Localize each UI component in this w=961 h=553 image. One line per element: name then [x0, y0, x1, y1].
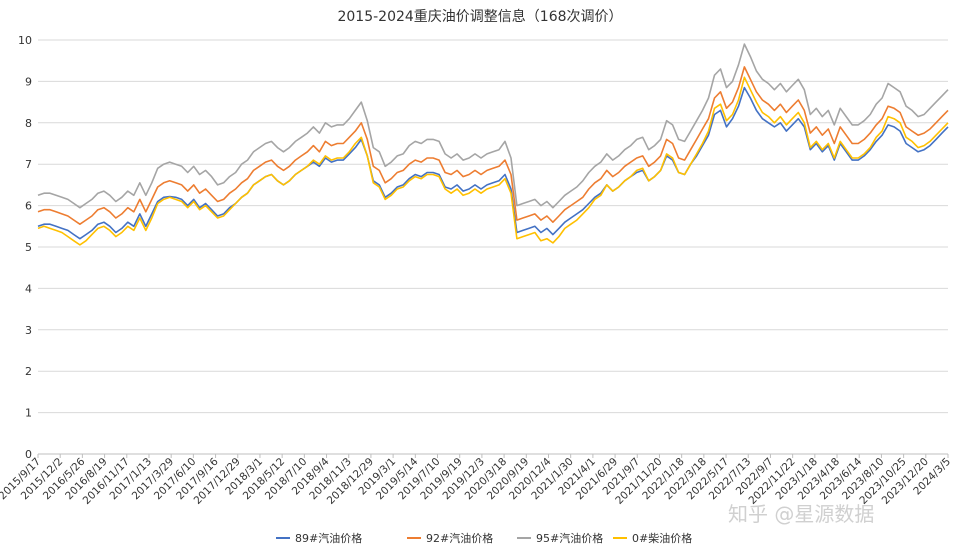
series-line-0 — [37, 86, 949, 240]
y-tick-label: 0 — [25, 448, 32, 461]
x-axis-ticks: 2015/9/172015/12/22016/5/262016/8/192016… — [0, 454, 953, 507]
y-tick-label: 2 — [25, 365, 32, 378]
y-tick-label: 4 — [25, 282, 32, 295]
legend: 89#汽油价格 92#汽油价格 95#汽油价格 0#柴油价格 — [276, 531, 692, 545]
y-tick-label: 7 — [25, 158, 32, 171]
y-tick-label: 10 — [18, 34, 32, 47]
series-layer — [37, 43, 949, 246]
series-line-3 — [37, 76, 949, 246]
y-tick-label: 3 — [25, 324, 32, 337]
watermark: 知乎 @星源数据 — [728, 502, 874, 526]
grid-lines — [38, 39, 948, 414]
legend-label: 0#柴油价格 — [632, 531, 692, 545]
series-line-2 — [37, 43, 949, 209]
series-line-1 — [37, 66, 949, 225]
legend-label: 92#汽油价格 — [426, 531, 493, 545]
y-tick-label: 8 — [25, 117, 32, 130]
legend-label: 95#汽油价格 — [536, 531, 603, 545]
y-axis-ticks: 0 1 2 3 4 5 6 7 8 9 10 — [18, 34, 32, 461]
y-tick-label: 9 — [25, 75, 32, 88]
y-tick-label: 5 — [25, 241, 32, 254]
y-tick-label: 6 — [25, 200, 32, 213]
y-tick-label: 1 — [25, 407, 32, 420]
chart-title: 2015-2024重庆油价调整信息（168次调价） — [337, 8, 622, 25]
legend-label: 89#汽油价格 — [295, 531, 362, 545]
